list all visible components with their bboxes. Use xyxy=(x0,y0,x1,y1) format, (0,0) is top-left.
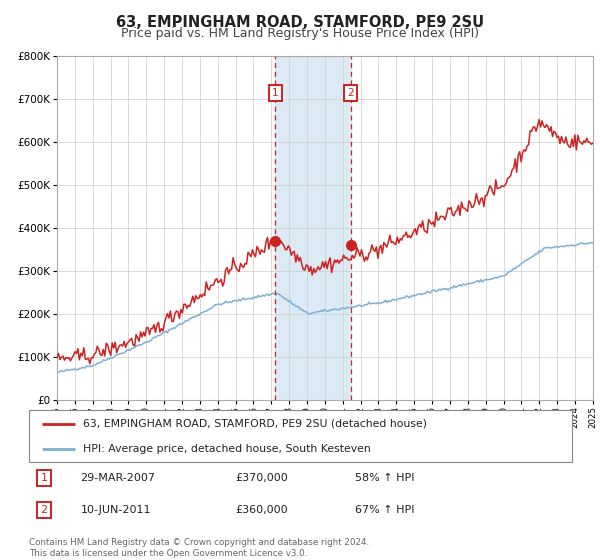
Text: 63, EMPINGHAM ROAD, STAMFORD, PE9 2SU (detached house): 63, EMPINGHAM ROAD, STAMFORD, PE9 2SU (d… xyxy=(83,419,427,429)
Text: Contains HM Land Registry data © Crown copyright and database right 2024.: Contains HM Land Registry data © Crown c… xyxy=(29,538,369,547)
Text: £370,000: £370,000 xyxy=(235,473,288,483)
Text: 2: 2 xyxy=(347,87,354,97)
Text: 1: 1 xyxy=(272,87,279,97)
Text: HPI: Average price, detached house, South Kesteven: HPI: Average price, detached house, Sout… xyxy=(83,444,371,454)
Text: £360,000: £360,000 xyxy=(235,505,288,515)
Text: 58% ↑ HPI: 58% ↑ HPI xyxy=(355,473,414,483)
Text: 67% ↑ HPI: 67% ↑ HPI xyxy=(355,505,414,515)
Text: 2: 2 xyxy=(40,505,47,515)
Text: Price paid vs. HM Land Registry's House Price Index (HPI): Price paid vs. HM Land Registry's House … xyxy=(121,27,479,40)
Text: 10-JUN-2011: 10-JUN-2011 xyxy=(80,505,151,515)
Text: 63, EMPINGHAM ROAD, STAMFORD, PE9 2SU: 63, EMPINGHAM ROAD, STAMFORD, PE9 2SU xyxy=(116,15,484,30)
Text: This data is licensed under the Open Government Licence v3.0.: This data is licensed under the Open Gov… xyxy=(29,549,307,558)
Text: 1: 1 xyxy=(41,473,47,483)
Bar xyxy=(275,56,350,400)
FancyBboxPatch shape xyxy=(29,410,572,462)
Text: 29-MAR-2007: 29-MAR-2007 xyxy=(80,473,155,483)
